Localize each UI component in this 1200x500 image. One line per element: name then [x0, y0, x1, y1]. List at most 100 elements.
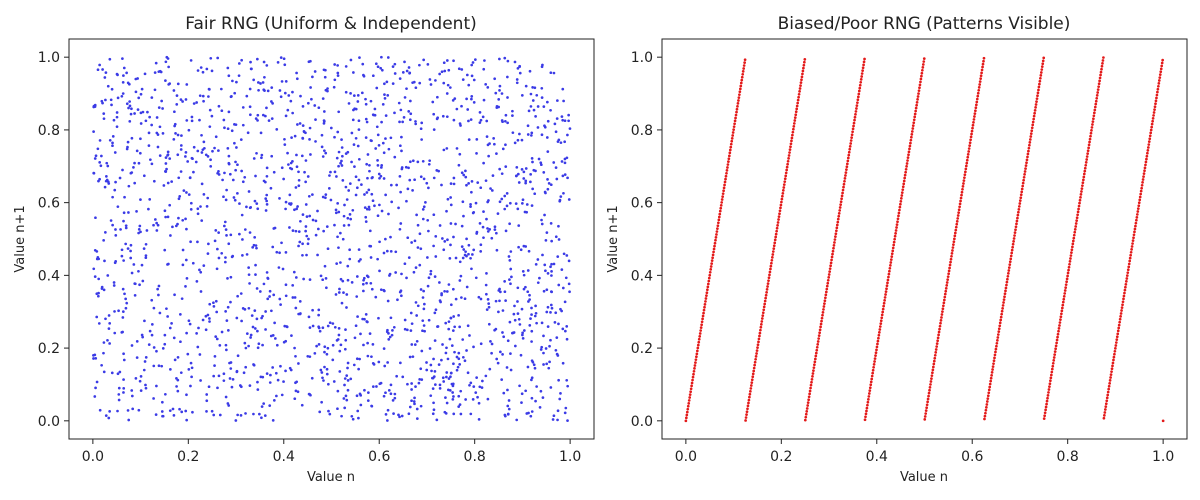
biased-rng-point	[931, 365, 935, 369]
biased-rng-point	[1144, 163, 1147, 167]
fair-rng-point	[565, 156, 569, 160]
fair-rng-point	[389, 136, 393, 140]
fair-rng-point	[207, 385, 211, 389]
fair-rng-point	[344, 328, 347, 331]
fair-rng-point	[565, 378, 569, 382]
fair-rng-point	[324, 196, 327, 200]
fair-rng-point	[421, 159, 425, 163]
biased-rng-point	[803, 58, 807, 61]
fair-rng-point	[351, 417, 355, 421]
fair-rng-y-axis-label: Value n+1	[13, 205, 28, 272]
biased-rng-point	[1087, 143, 1091, 147]
fair-rng-point	[540, 96, 544, 99]
fair-rng-point	[352, 94, 356, 97]
fair-rng-point	[213, 239, 217, 243]
biased-rng-point	[1158, 76, 1162, 79]
fair-rng-point	[243, 228, 247, 231]
fair-rng-point	[168, 409, 172, 413]
biased-rng-point	[850, 136, 853, 139]
fair-rng-point	[511, 109, 514, 113]
biased-rng-point	[1008, 260, 1012, 264]
biased-rng-point	[867, 395, 871, 398]
fair-rng-point	[297, 184, 301, 188]
fair-rng-point	[390, 200, 394, 204]
fair-rng-point	[412, 270, 416, 274]
fair-rng-point	[433, 311, 437, 315]
fair-rng-point	[257, 81, 260, 84]
fair-rng-point	[536, 126, 540, 129]
biased-rng-point	[752, 369, 756, 373]
fair-rng-point	[339, 261, 342, 264]
biased-rng-point	[691, 375, 695, 379]
fair-rng-point	[290, 136, 293, 139]
fair-rng-point	[407, 110, 411, 113]
fair-rng-point	[441, 237, 444, 240]
fair-rng-point	[222, 372, 226, 376]
fair-rng-point	[507, 407, 511, 411]
fair-rng-y-tick-label: 1.0	[38, 50, 60, 66]
fair-rng-point	[352, 71, 355, 74]
fair-rng-point	[184, 258, 188, 262]
fair-rng-point	[248, 105, 252, 109]
biased-rng-point	[898, 205, 902, 209]
fair-rng-point	[527, 249, 531, 253]
biased-rng-point	[916, 98, 919, 101]
biased-rng-point	[1036, 91, 1040, 95]
biased-rng-point	[772, 247, 776, 250]
biased-rng-point	[1122, 297, 1125, 301]
fair-rng-point	[283, 137, 286, 141]
biased-rng-point	[712, 250, 715, 254]
biased-rng-point	[736, 102, 740, 105]
fair-rng-point	[392, 412, 395, 416]
fair-rng-point	[166, 150, 170, 154]
fair-rng-point	[339, 277, 343, 281]
fair-rng-point	[164, 79, 167, 82]
fair-rng-point	[374, 62, 378, 66]
biased-rng-point	[782, 183, 786, 186]
biased-rng-point	[996, 333, 1000, 336]
fair-rng-point	[270, 117, 274, 120]
biased-rng-point	[1133, 230, 1136, 234]
biased-rng-point	[729, 142, 733, 146]
fair-rng-point	[157, 293, 160, 297]
fair-rng-point	[284, 200, 288, 204]
fair-rng-point	[167, 83, 171, 86]
fair-rng-point	[238, 202, 241, 205]
fair-rng-point	[448, 86, 452, 89]
fair-rng-point	[489, 187, 492, 190]
fair-rng-point	[405, 276, 408, 280]
fair-rng-point	[357, 119, 361, 123]
fair-rng-point	[319, 368, 323, 372]
fair-rng-point	[389, 235, 392, 239]
fair-rng-point	[366, 176, 369, 180]
fair-rng-point	[175, 103, 179, 106]
biased-rng-point	[1137, 204, 1141, 208]
fair-rng-point	[335, 175, 338, 178]
fair-rng-point	[485, 292, 488, 296]
fair-rng-point	[384, 137, 387, 140]
biased-rng-point	[808, 389, 812, 393]
fair-rng-point	[122, 386, 126, 390]
fair-rng-point	[184, 155, 187, 158]
biased-rng-point	[710, 262, 714, 265]
fair-rng-point	[308, 214, 312, 218]
biased-rng-point	[770, 261, 773, 265]
fair-rng-point	[463, 359, 467, 363]
fair-rng-point	[294, 186, 298, 189]
biased-rng-point	[722, 186, 726, 190]
biased-rng-point	[887, 272, 891, 276]
fair-rng-point	[152, 306, 156, 310]
biased-rng-point	[930, 374, 934, 378]
fair-rng-point	[471, 253, 474, 256]
fair-rng-point	[297, 362, 300, 365]
fair-rng-point	[401, 120, 404, 124]
fair-rng-point	[472, 248, 476, 252]
fair-rng-point	[159, 70, 163, 74]
biased-rng-point	[764, 296, 768, 300]
fair-rng-point	[110, 371, 114, 375]
fair-rng-point	[202, 99, 205, 103]
biased-rng-point	[824, 293, 828, 297]
fair-rng-point	[284, 294, 288, 298]
biased-rng-point	[850, 133, 854, 137]
fair-rng-point	[187, 368, 191, 371]
